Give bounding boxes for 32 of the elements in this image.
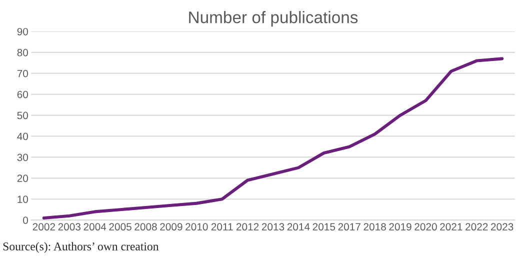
- x-tick-label: 2017: [338, 223, 360, 231]
- x-tick-label: 2023: [491, 223, 514, 231]
- x-tick-label: 2010: [186, 223, 208, 231]
- y-tick-label: 90: [17, 28, 28, 36]
- x-tick-label: 2008: [134, 223, 157, 231]
- y-tick-label: 60: [17, 90, 28, 98]
- x-tick-label: 2012: [236, 223, 259, 231]
- x-tick-label: 2005: [109, 223, 132, 231]
- y-tick-label: 40: [17, 132, 28, 140]
- x-tick-label: 2018: [364, 223, 386, 231]
- x-tick-label: 2002: [32, 223, 55, 231]
- x-tick-label: 2022: [466, 223, 488, 231]
- y-tick-label: 20: [17, 174, 28, 182]
- y-tick-label: 10: [18, 196, 28, 203]
- x-tick-label: 2019: [389, 223, 412, 231]
- y-tick-label: 80: [17, 48, 28, 56]
- x-tick-label: 2021: [440, 223, 462, 231]
- x-tick-label: 2004: [84, 223, 106, 231]
- x-tick-label: 2011: [211, 223, 233, 231]
- y-tick-label: 50: [17, 112, 28, 120]
- source-note: Source(s): Authors’ own creation: [3, 242, 159, 253]
- x-tick-label: 2015: [312, 223, 336, 231]
- y-tick-label: 70: [17, 70, 28, 78]
- x-tick-label: 2003: [58, 223, 81, 231]
- x-tick-label: 2014: [287, 223, 310, 231]
- y-tick-label: 0: [23, 216, 28, 224]
- x-tick-label: 2009: [160, 223, 182, 231]
- x-tick-label: 2020: [414, 223, 437, 231]
- y-tick-label: 30: [17, 154, 28, 162]
- x-tick-label: 2013: [262, 223, 284, 231]
- line-series: [42, 57, 504, 220]
- chart-title: Number of publications: [189, 11, 358, 27]
